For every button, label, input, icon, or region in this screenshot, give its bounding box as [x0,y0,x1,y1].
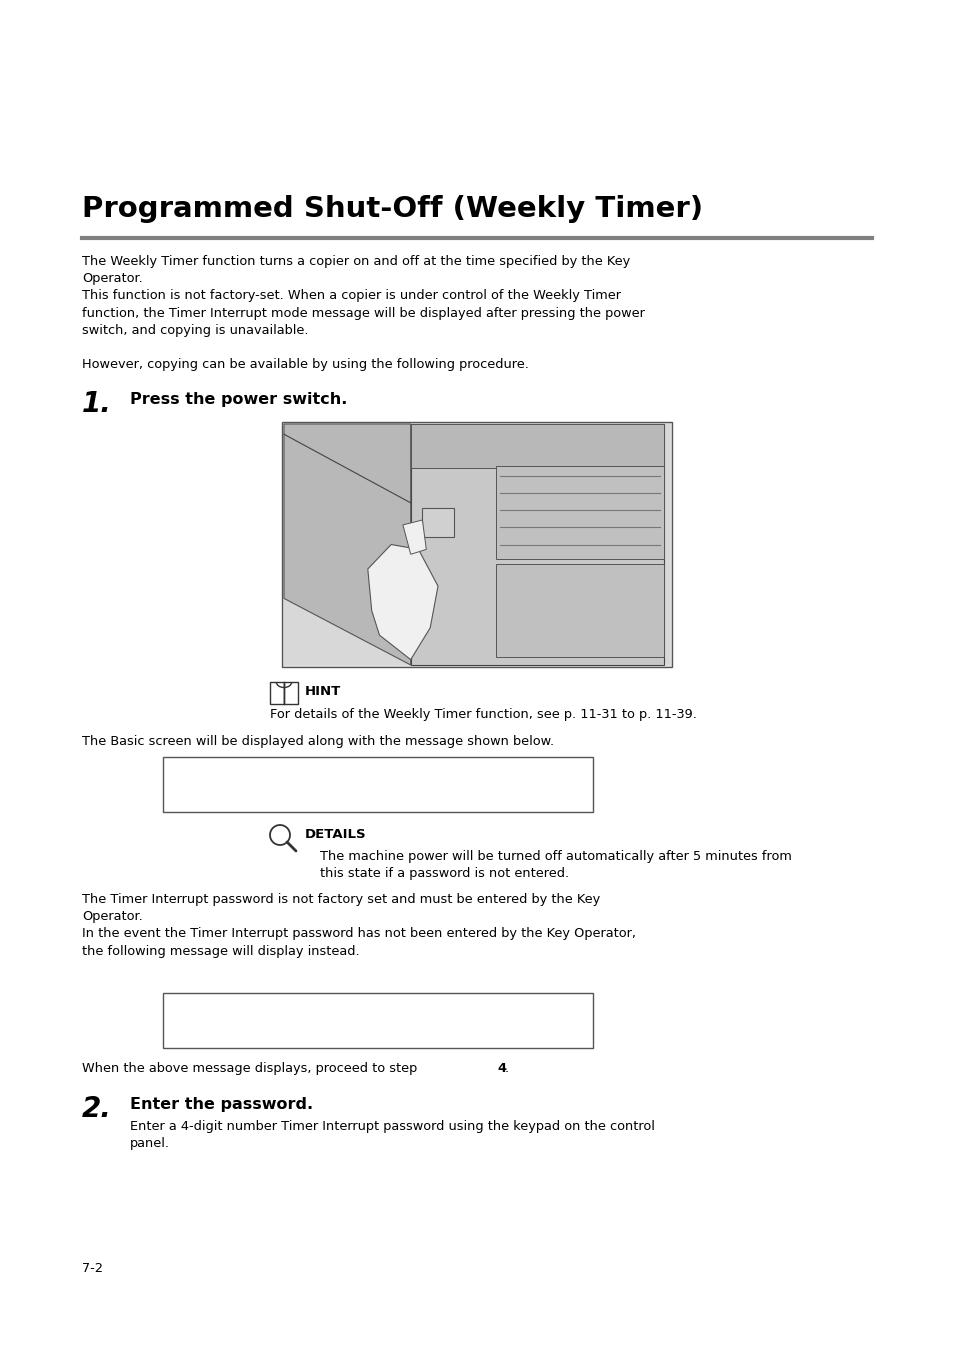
Text: 1.: 1. [82,390,112,417]
Text: .: . [504,1062,509,1075]
Bar [496,466,663,559]
Text: 2.: 2. [82,1096,112,1123]
Text: Programmed Shut-Off (Weekly Timer): Programmed Shut-Off (Weekly Timer) [82,195,702,223]
Polygon shape [284,424,411,665]
Bar [284,424,669,665]
Text: The Timer Interrupt password is not factory set and must be entered by the Key
O: The Timer Interrupt password is not fact… [82,893,636,958]
Text: Press the power switch.: Press the power switch. [130,392,347,407]
Text: However, copying can be available by using the following procedure.: However, copying can be available by usi… [82,358,528,372]
Bar [163,757,593,812]
Bar [422,508,453,538]
Polygon shape [368,544,437,659]
Text: For details of the Weekly Timer function, see p. 11-31 to p. 11-39.: For details of the Weekly Timer function… [270,708,696,721]
Text: Timer interrupt mode: Timer interrupt mode [171,765,310,778]
Text: 0  hour(s)    05 minute(s): 0 hour(s) 05 minute(s) [171,1021,334,1034]
Text: HINT: HINT [305,685,341,698]
Text: Enter a 4-digit number Timer Interrupt password using the keypad on the control
: Enter a 4-digit number Timer Interrupt p… [130,1120,654,1150]
Text: Enter password: Enter password [171,785,271,798]
Text: DETAILS: DETAILS [305,828,366,842]
Bar [163,993,593,1048]
Text: The Basic screen will be displayed along with the message shown below.: The Basic screen will be displayed along… [82,735,554,748]
Text: 4: 4 [497,1062,505,1075]
Bar [270,682,284,704]
Text: The Weekly Timer function turns a copier on and off at the time specified by the: The Weekly Timer function turns a copier… [82,255,644,336]
Polygon shape [402,520,426,554]
Bar [284,682,297,704]
Text: When the above message displays, proceed to step: When the above message displays, proceed… [82,1062,421,1075]
Bar [411,424,663,467]
Bar [282,422,671,667]
Bar [496,565,663,657]
Text: Input copy time: Input copy time [171,1001,273,1015]
Text: The machine power will be turned off automatically after 5 minutes from
this sta: The machine power will be turned off aut… [319,850,791,881]
Text: Enter the password.: Enter the password. [130,1097,313,1112]
Bar [411,424,663,665]
Text: 7-2: 7-2 [82,1262,103,1275]
